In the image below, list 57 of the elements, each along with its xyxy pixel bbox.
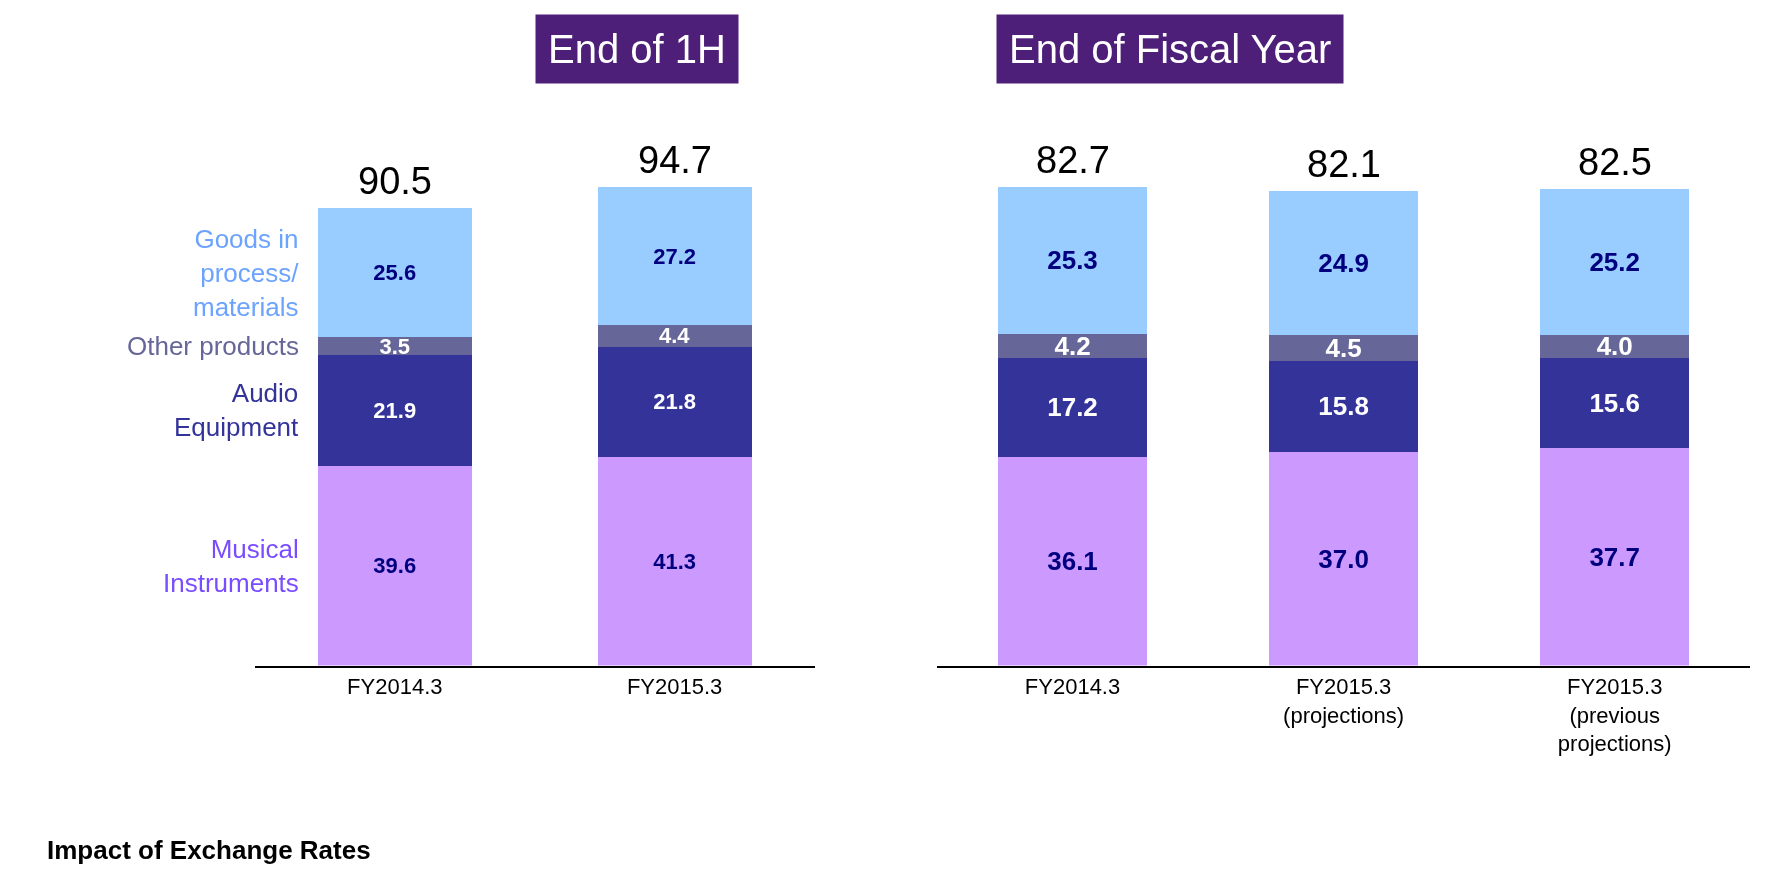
data-label: 37.7 (1589, 541, 1641, 572)
data-label: 39.6 (373, 553, 417, 579)
total-label: 82.5 (1578, 141, 1652, 183)
bar (1269, 451, 1419, 666)
data-label: 37.0 (1318, 543, 1369, 574)
bar (317, 337, 472, 356)
bar (1540, 334, 1690, 358)
data-label: 25.6 (373, 260, 417, 286)
total-label: 82.1 (1307, 143, 1381, 185)
x-tick-label: FY2015.3 (previous projections) (1557, 674, 1672, 757)
data-label: 4.5 (1325, 332, 1362, 363)
bar (1269, 334, 1419, 361)
bar (1540, 447, 1690, 666)
bar (1269, 190, 1419, 335)
bar (1269, 360, 1419, 452)
chart-title: End of 1H (548, 27, 726, 71)
total-label: 94.7 (638, 139, 712, 181)
x-tick-label: FY2014.3 (1024, 674, 1121, 700)
bar (997, 357, 1148, 458)
data-label: 36.1 (1047, 546, 1098, 577)
data-label: 24.9 (1318, 247, 1369, 278)
data-label: 27.2 (653, 243, 697, 269)
data-label: 21.9 (373, 397, 417, 423)
bar (597, 324, 752, 347)
total-label: 82.7 (1036, 139, 1110, 181)
bar (1540, 189, 1690, 335)
data-label: 21.8 (653, 389, 697, 415)
bar (597, 187, 752, 325)
bar (317, 355, 472, 466)
bar (317, 465, 472, 666)
data-label: 3.5 (379, 333, 411, 359)
series-label: Musical Instruments (163, 534, 299, 598)
data-label: 15.6 (1589, 387, 1641, 418)
series-label: Goods in process/ materials (193, 224, 300, 322)
data-label: 17.2 (1047, 392, 1098, 423)
bar (997, 333, 1148, 358)
series-label: Audio Equipment (174, 378, 300, 442)
bar (597, 346, 752, 458)
x-tick-label: FY2015.3 (626, 674, 723, 700)
data-label: 4.0 (1596, 331, 1633, 362)
data-label: 25.2 (1589, 246, 1641, 277)
x-tick-label: FY2015.3 (projections) (1283, 674, 1405, 728)
bar (1540, 357, 1690, 448)
series-label: Other products (127, 331, 299, 361)
text: Impact of Exchange Rates (47, 835, 371, 865)
bar (997, 457, 1148, 666)
chart-title: End of Fiscal Year (1009, 27, 1332, 71)
data-label: 41.3 (653, 548, 697, 574)
bar (597, 457, 752, 666)
total-label: 90.5 (358, 160, 432, 202)
data-label: 4.4 (658, 323, 691, 349)
x-tick-label: FY2014.3 (347, 674, 443, 700)
bar (317, 208, 472, 338)
data-label: 25.3 (1047, 245, 1098, 276)
data-label: 15.8 (1318, 391, 1369, 422)
bar (997, 187, 1148, 334)
data-label: 4.2 (1054, 330, 1091, 361)
